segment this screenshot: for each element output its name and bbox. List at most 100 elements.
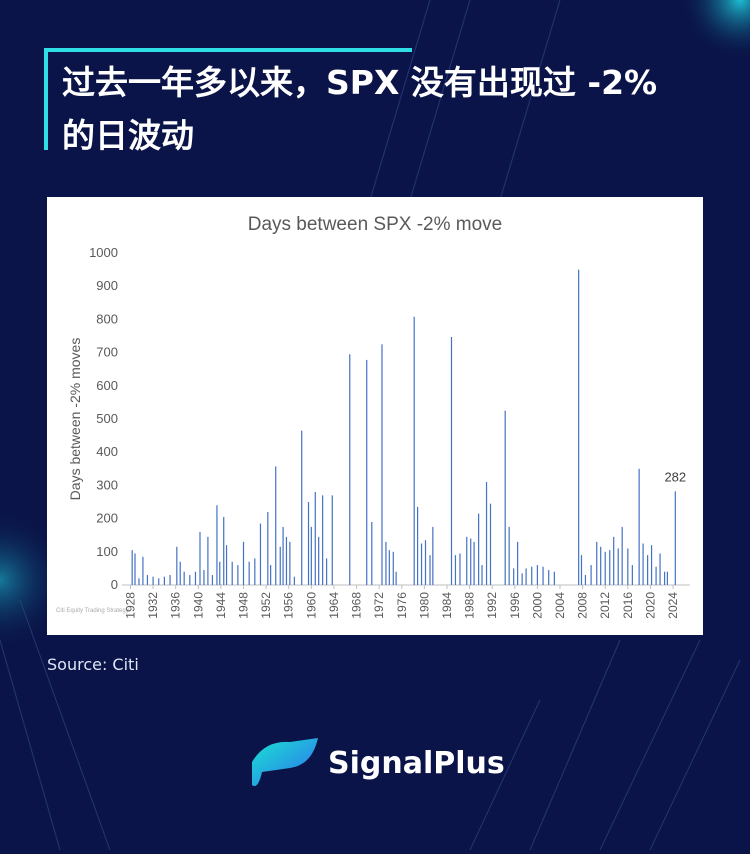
bar <box>580 555 583 585</box>
bar <box>481 565 483 585</box>
bar <box>307 502 310 585</box>
bar <box>207 536 209 585</box>
x-tick-label: 1948 <box>237 592 251 619</box>
bar <box>642 543 644 585</box>
y-tick-label: 200 <box>96 511 118 526</box>
bar <box>584 575 587 585</box>
x-tick-label: 1992 <box>485 592 499 619</box>
bar <box>470 538 472 585</box>
logo-icon <box>252 738 318 787</box>
bar <box>548 570 550 585</box>
bar <box>424 540 427 585</box>
bar <box>473 541 475 585</box>
x-tick-label: 1968 <box>350 592 364 619</box>
bar <box>146 575 149 585</box>
bar <box>531 566 533 585</box>
bar <box>282 526 284 585</box>
bar <box>289 541 291 585</box>
bar <box>513 568 515 585</box>
y-tick-label: 300 <box>96 477 118 492</box>
bar <box>508 526 510 585</box>
bar <box>466 536 468 585</box>
bar <box>650 545 653 585</box>
bar <box>267 511 269 585</box>
x-tick-label: 1928 <box>123 592 137 619</box>
annotation: 282 <box>664 469 686 484</box>
bar <box>219 561 221 585</box>
bar <box>536 565 539 585</box>
y-axis-label: Days between -2% moves <box>67 338 83 501</box>
bar <box>489 503 492 585</box>
bar <box>385 541 387 585</box>
x-tick-label: 2024 <box>666 592 680 619</box>
bar <box>301 430 303 585</box>
bar <box>199 531 201 585</box>
bar <box>254 558 256 585</box>
x-tick-label: 1936 <box>169 592 183 619</box>
bar <box>429 555 431 585</box>
bar <box>596 541 598 585</box>
y-tick-label: 500 <box>96 411 118 426</box>
bar <box>318 536 320 585</box>
bar <box>413 316 415 585</box>
bar <box>521 573 523 585</box>
bar <box>183 571 185 585</box>
x-tick-label: 1984 <box>440 592 454 619</box>
bar <box>432 526 434 585</box>
bar <box>617 548 619 585</box>
bar <box>138 578 140 585</box>
bar <box>525 568 527 585</box>
x-tick-label: 1980 <box>417 592 431 619</box>
bar <box>349 354 351 585</box>
bar <box>237 565 239 585</box>
x-tick-label: 2000 <box>530 592 544 619</box>
x-tick-label: 2016 <box>621 592 635 619</box>
bar <box>542 566 544 585</box>
x-tick-label: 1964 <box>327 592 341 619</box>
bar <box>322 495 324 585</box>
bar <box>459 553 461 585</box>
bar <box>381 344 383 585</box>
bar <box>248 561 250 585</box>
bar <box>553 571 555 585</box>
bar <box>242 541 245 585</box>
bar <box>131 550 133 585</box>
bar <box>152 576 154 585</box>
source: Source: Citi <box>47 655 139 674</box>
bar <box>314 492 316 585</box>
bar <box>659 553 661 585</box>
bar <box>604 551 606 585</box>
y-tick-label: 0 <box>111 577 118 592</box>
x-tick-label: 1960 <box>304 592 318 619</box>
x-tick-label: 1952 <box>259 592 273 619</box>
bar <box>485 482 488 585</box>
bar <box>621 526 623 585</box>
bar <box>259 523 262 585</box>
bar <box>666 571 668 585</box>
x-tick-label: 1996 <box>508 592 522 619</box>
bar <box>647 555 649 585</box>
y-tick-label: 1000 <box>89 245 118 260</box>
bar <box>176 546 178 585</box>
x-tick-label: 1972 <box>372 592 386 619</box>
brand: SignalPlus <box>328 746 505 781</box>
bar <box>663 571 666 585</box>
bar <box>169 575 171 585</box>
x-tick-label: 1956 <box>282 592 296 619</box>
bar <box>609 550 611 585</box>
bar <box>275 466 277 585</box>
bar <box>211 575 214 585</box>
bar <box>420 543 423 585</box>
bar <box>590 565 592 585</box>
y-tick-label: 100 <box>96 544 118 559</box>
bar <box>388 550 390 585</box>
y-tick-label: 600 <box>96 378 118 393</box>
bar <box>366 359 368 585</box>
bar <box>158 578 160 585</box>
bar <box>517 541 519 585</box>
bar <box>504 410 506 585</box>
bar <box>285 536 288 585</box>
